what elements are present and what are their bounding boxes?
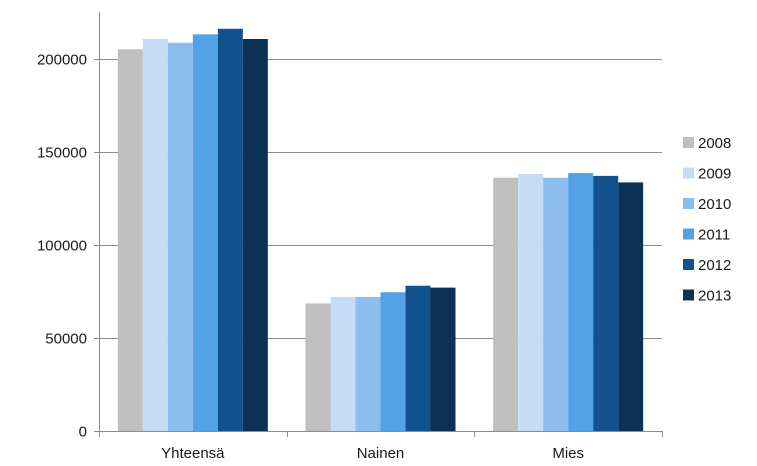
y-tick-label: 100000 [37, 238, 87, 255]
bar-2013-2 [618, 182, 644, 431]
bars [117, 28, 644, 432]
bar-2010-1 [355, 296, 381, 431]
bar-2011-2 [568, 173, 594, 432]
bar-2009-2 [518, 174, 544, 431]
y-tick-labels: 0 50000 100000 150000 200000 [37, 52, 87, 441]
legend-swatch-2012 [683, 259, 694, 270]
y-tick-label: 50000 [45, 331, 87, 348]
bar-2011-0 [192, 34, 218, 431]
legend-swatch-2008 [683, 137, 694, 148]
bar-2012-2 [593, 175, 619, 431]
legend-label: 2008 [698, 135, 731, 152]
bar-2008-0 [117, 49, 143, 431]
legend-label: 2009 [698, 166, 731, 183]
y-tick-label: 200000 [37, 52, 87, 69]
axes [94, 12, 663, 437]
bar-2013-1 [430, 287, 456, 431]
legend-label: 2012 [698, 257, 731, 274]
bar-2012-1 [405, 285, 431, 431]
legend-label: 2011 [698, 227, 730, 244]
x-tick-label: Mies [552, 445, 584, 462]
x-tick-label: Yhteensä [161, 445, 225, 462]
bar-2008-2 [493, 177, 519, 431]
bar-2009-1 [330, 296, 356, 431]
legend-swatch-2011 [683, 228, 694, 240]
legend-label: 2010 [698, 196, 731, 213]
bar-2012-0 [217, 28, 243, 431]
y-tick-label: 150000 [37, 145, 87, 162]
legend-swatch-2009 [683, 167, 694, 179]
legend: 2008 2009 2010 2011 2012 2013 [683, 135, 731, 305]
bar-2011-1 [380, 292, 406, 431]
legend-swatch-2013 [683, 289, 694, 301]
bar-2010-2 [543, 177, 569, 431]
bar-2008-1 [305, 303, 331, 431]
y-tick-label: 0 [79, 424, 87, 441]
bar-2009-0 [142, 39, 168, 431]
bar-2010-0 [167, 42, 193, 432]
legend-label: 2013 [698, 288, 731, 305]
legend-swatch-2010 [683, 198, 694, 209]
bar-2013-0 [242, 39, 268, 431]
x-tick-label: Nainen [357, 445, 405, 462]
x-tick-labels: Yhteensä Nainen Mies [161, 445, 584, 462]
